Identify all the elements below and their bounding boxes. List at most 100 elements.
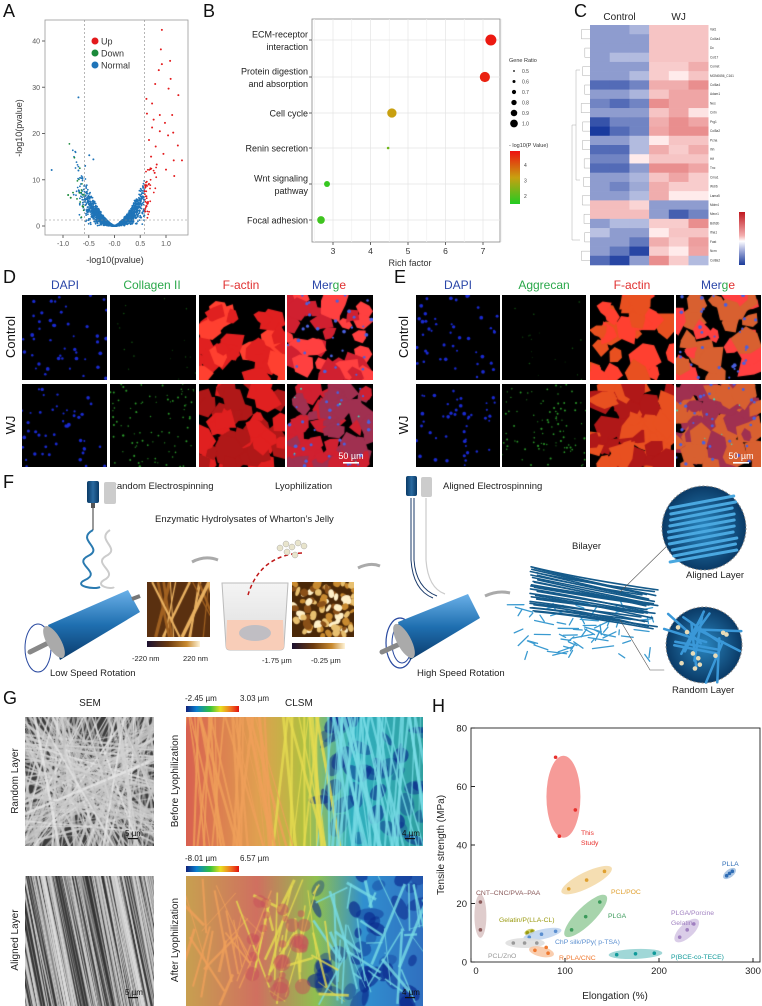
d-control-dapi-image <box>22 295 107 380</box>
bubble-renin-secretion <box>386 146 390 150</box>
volcano-point <box>146 168 149 171</box>
volcano-point <box>85 212 87 215</box>
volcano-point <box>132 216 135 219</box>
plot-frame <box>470 727 761 963</box>
volcano-point-up <box>172 159 175 162</box>
volcano-point <box>132 217 135 220</box>
heatmap-cell <box>649 191 670 201</box>
category-label: Wnt signaling <box>254 173 308 183</box>
clsm-after-image <box>186 876 423 1006</box>
panel-label-d: D <box>3 267 16 287</box>
scale-bar-line <box>405 997 415 999</box>
fiber <box>648 646 651 659</box>
x-tick-label: -0.5 <box>83 241 95 248</box>
fiber <box>668 512 736 528</box>
category-label: Renin secretion <box>245 144 308 154</box>
volcano-point <box>107 223 109 225</box>
heatmap-cell <box>629 209 650 220</box>
gene-label: Adam1 <box>710 92 720 96</box>
volcano-point <box>80 189 83 191</box>
kegg-bubble-plot: ECM-receptor interaction Protein digestion… <box>241 18 548 268</box>
volcano-point <box>82 199 85 201</box>
label-high-speed-rotation: High Speed Rotation <box>417 668 505 679</box>
dendrogram-branch <box>571 69 580 241</box>
volcano-point <box>99 211 101 214</box>
volcano-point <box>137 202 139 205</box>
volcano-point <box>142 182 145 185</box>
volcano-point <box>83 194 85 196</box>
legend-label: Down <box>101 49 124 59</box>
hydrolysate-particle <box>713 653 718 659</box>
heatmap-cell <box>609 228 630 238</box>
heatmap-cell <box>629 34 650 44</box>
volcano-point <box>149 200 152 203</box>
volcano-point-up <box>159 48 162 51</box>
gene-label: Bdh3b <box>710 222 719 226</box>
heatmap-cell <box>688 200 709 210</box>
sem-scale-label: 5 µm <box>125 829 143 838</box>
group-ellipse <box>474 894 487 938</box>
heatmap-cell <box>590 126 610 137</box>
d-row-wj: WJ <box>3 416 18 435</box>
merge-part: g <box>333 278 340 292</box>
legend-marker <box>91 49 99 57</box>
heatmap-cell <box>609 181 630 192</box>
volcano-point-up <box>167 87 170 90</box>
x-tick-label: 1.0 <box>161 241 171 248</box>
syringe-icon <box>406 476 446 599</box>
gene-label: Col5a2 <box>710 129 720 133</box>
data-point <box>584 878 589 882</box>
fiber <box>633 628 650 633</box>
volcano-point <box>131 222 134 225</box>
heatmap-cell <box>688 117 709 127</box>
volcano-point <box>73 156 76 159</box>
heatmap-cell <box>668 181 689 192</box>
d-row-control: Control <box>3 316 18 358</box>
gene-label: Nes <box>710 102 716 106</box>
fiber <box>666 518 736 534</box>
volcano-point <box>80 216 83 219</box>
gene-label: Cntn <box>710 111 717 115</box>
sem-scale-label: 5 µm <box>125 988 143 997</box>
e-wj-dapi-image <box>416 384 500 467</box>
volcano-point <box>140 204 143 207</box>
d-header-dapi: DAPI <box>51 278 79 292</box>
category-label: and absorption <box>248 79 308 89</box>
heatmap-cell <box>590 237 610 247</box>
fiber <box>533 619 555 626</box>
dendrogram-branch <box>584 232 590 243</box>
volcano-point <box>68 143 71 145</box>
fiber <box>674 640 720 651</box>
volcano-point <box>141 185 144 187</box>
d-wj-collagen-image <box>110 384 196 467</box>
data-point <box>557 834 562 839</box>
clsm-before-image <box>186 717 423 846</box>
fiber <box>644 653 651 662</box>
volcano-point <box>152 191 155 194</box>
volcano-point <box>138 199 141 202</box>
hydrolysate-particle <box>720 630 726 636</box>
volcano-point <box>141 223 144 226</box>
tensile-elongation-plot: This Study PCL/POC PLGA PLLA CNT–CNC/PVA–PAA G… <box>436 724 761 1003</box>
size-legend-label: 0.7 <box>522 90 529 96</box>
heatmap-cell <box>649 61 670 72</box>
data-point <box>602 869 607 874</box>
volcano-point-up <box>148 138 151 141</box>
gene-label: Col6a4 <box>710 83 720 87</box>
heatmap-cell <box>629 255 650 266</box>
volcano-point <box>145 205 148 208</box>
y-tick-label: 30 <box>32 85 40 92</box>
heatmap-cell <box>590 172 610 183</box>
heatmap-cell <box>590 89 610 100</box>
volcano-point <box>86 201 89 204</box>
volcano-point-up <box>169 59 172 62</box>
label-lyophilization: Lyophilization <box>275 481 332 492</box>
volcano-point <box>146 210 149 213</box>
fiber <box>528 612 534 618</box>
heatmap-cell <box>688 145 709 155</box>
volcano-point <box>83 190 86 193</box>
volcano-point-up <box>176 144 179 147</box>
data-point <box>553 755 558 760</box>
volcano-point <box>129 223 132 226</box>
volcano-point <box>115 224 117 227</box>
